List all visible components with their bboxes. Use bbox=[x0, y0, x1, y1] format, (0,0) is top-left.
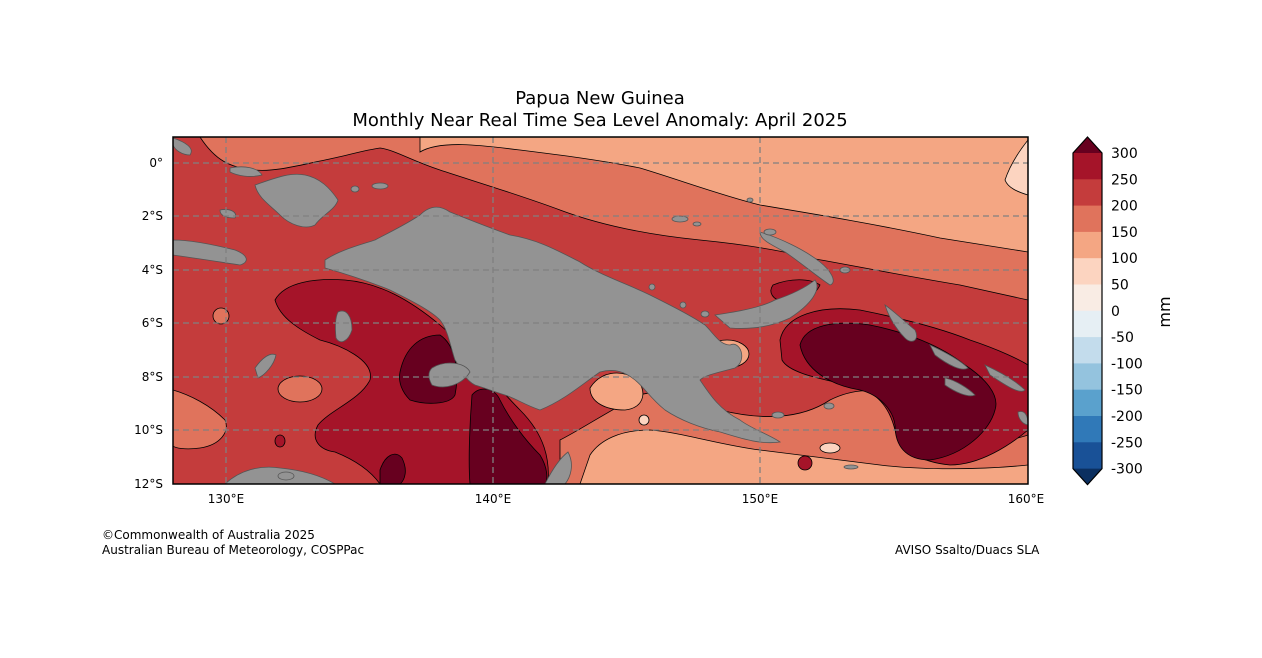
band-50-100-eddy-2 bbox=[638, 414, 650, 426]
lat-tick: 10°S bbox=[134, 423, 163, 437]
map-subtitle: Monthly Near Real Time Sea Level Anomaly… bbox=[352, 110, 848, 131]
credit-left: ©Commonwealth of Australia 2025 Australi… bbox=[102, 528, 364, 558]
island-j bbox=[771, 411, 785, 419]
frederik-hendrik bbox=[428, 362, 471, 388]
cape-york bbox=[544, 451, 572, 484]
solomons-b bbox=[984, 364, 1026, 392]
colorbar-tick-label: 100 bbox=[1111, 251, 1138, 267]
colorbar-segment bbox=[1073, 310, 1102, 338]
band-100-150-coast bbox=[589, 372, 644, 411]
solomons-d bbox=[1017, 411, 1028, 426]
lon-tick: 130°E bbox=[208, 492, 245, 506]
colorbar-tick-label: 0 bbox=[1111, 304, 1120, 320]
colorbar-extend-high bbox=[1073, 137, 1102, 153]
island-a bbox=[350, 185, 360, 193]
colorbar-tick-label: -300 bbox=[1111, 462, 1143, 478]
island-k bbox=[763, 228, 777, 236]
colorbar-tick-label: -200 bbox=[1111, 409, 1143, 425]
colorbar-tick-label: 50 bbox=[1111, 278, 1129, 294]
colorbar-tick-label: 200 bbox=[1111, 199, 1138, 215]
new-britain bbox=[714, 279, 818, 329]
colorbar-segment bbox=[1073, 153, 1102, 180]
colorbar-tick-label: 300 bbox=[1111, 146, 1138, 162]
colorbar-segment bbox=[1073, 258, 1102, 285]
island-c bbox=[671, 215, 689, 223]
band-50-100-northeast bbox=[1004, 139, 1028, 196]
lat-tick: 2°S bbox=[142, 209, 163, 223]
solomons-c bbox=[944, 377, 976, 397]
colorbar-tick-label: -100 bbox=[1111, 356, 1143, 372]
lon-tick: 150°E bbox=[742, 492, 779, 506]
band-100-150-northeast bbox=[419, 137, 1028, 253]
land bbox=[173, 137, 1028, 484]
halmahera bbox=[229, 166, 263, 177]
colorbar-tick-label: -50 bbox=[1111, 330, 1134, 346]
colorbar-extend-low bbox=[1073, 468, 1102, 485]
lat-tick: 12°S bbox=[134, 477, 163, 491]
island-d bbox=[692, 221, 702, 227]
new-ireland bbox=[759, 231, 834, 286]
lat-tick: 4°S bbox=[142, 263, 163, 277]
lat-tick: 0° bbox=[149, 156, 163, 170]
colorbar-tick-label: 150 bbox=[1111, 225, 1138, 241]
colorbar-tick-label: -250 bbox=[1111, 435, 1143, 451]
island-e bbox=[700, 310, 710, 318]
graticule bbox=[173, 137, 1028, 484]
seram bbox=[173, 239, 247, 266]
colorbar-unit-label: mm bbox=[1155, 296, 1174, 327]
colorbar-outline bbox=[1072, 136, 1103, 486]
bougainville bbox=[884, 304, 917, 342]
solomons-a bbox=[929, 344, 969, 370]
lat-tick: 8°S bbox=[142, 370, 163, 384]
island-i bbox=[843, 464, 859, 470]
band-50-100-eddy bbox=[819, 442, 841, 454]
island-h bbox=[823, 402, 835, 410]
colorbar: 300 250 200 150 100 50 0 -50 -100 -150 -200 -250 -30… bbox=[1072, 136, 1174, 486]
band-300-plus-strait bbox=[468, 388, 548, 484]
colorbar-tick-label: 250 bbox=[1111, 172, 1138, 188]
map-frame bbox=[172, 136, 1029, 485]
island-n bbox=[277, 471, 295, 481]
agency-text: Australian Bureau of Meteorology, COSPPa… bbox=[102, 543, 365, 557]
colorbar-segment bbox=[1073, 205, 1102, 233]
band-100-150-west bbox=[277, 375, 323, 403]
lon-tick: 140°E bbox=[475, 492, 512, 506]
colorbar-segment bbox=[1073, 179, 1102, 207]
lat-tick: 6°S bbox=[142, 316, 163, 330]
colorbar-segment bbox=[1073, 442, 1102, 470]
colorbar-segment bbox=[1073, 416, 1102, 443]
colorbar-segment bbox=[1073, 337, 1102, 364]
data-source-text: AVISO Ssalto/Duacs SLA bbox=[895, 543, 1040, 557]
misool bbox=[173, 137, 192, 156]
island-f bbox=[679, 301, 687, 309]
colorbar-tick-label: -150 bbox=[1111, 383, 1143, 399]
colorbar-segment bbox=[1073, 284, 1102, 312]
copyright-text: ©Commonwealth of Australia 2025 bbox=[102, 528, 315, 542]
band-150-200-west bbox=[173, 389, 227, 450]
lon-tick: 160°E bbox=[1008, 492, 1045, 506]
island-m bbox=[746, 197, 754, 203]
band-300-plus-eddy bbox=[274, 434, 286, 448]
vogelkop bbox=[254, 173, 339, 228]
map-title: Papua New Guinea bbox=[515, 88, 685, 109]
axis-labels: 0° 2°S 4°S 6°S 8°S 10°S 12°S 130°E 140°E… bbox=[134, 156, 1044, 506]
anomaly-field bbox=[173, 137, 1028, 484]
colorbar-segment bbox=[1073, 389, 1102, 417]
band-200-250-eddy bbox=[212, 307, 230, 325]
colorbar-segment bbox=[1073, 363, 1102, 391]
band-300-plus-south bbox=[379, 453, 406, 484]
band-250-300-eddy bbox=[797, 455, 813, 471]
island-b bbox=[371, 182, 389, 190]
tanimbar bbox=[254, 353, 277, 379]
island-g bbox=[648, 283, 656, 291]
colorbar-segment bbox=[1073, 231, 1102, 259]
